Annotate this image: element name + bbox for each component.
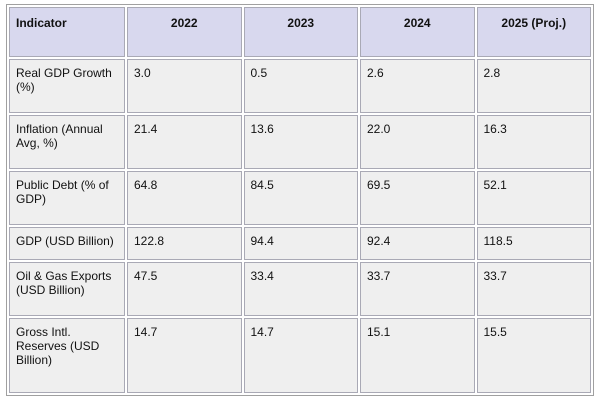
table-frame: Indicator 2022 2023 2024 2025 (Proj.) Real G… <box>6 4 594 396</box>
indicator-cell: Real GDP Growth (%) <box>9 59 125 113</box>
data-table: Indicator 2022 2023 2024 2025 (Proj.) Real G… <box>7 5 593 395</box>
value-cell: 15.1 <box>360 318 475 393</box>
value-cell: 14.7 <box>243 318 358 393</box>
value-cell: 3.0 <box>127 59 242 113</box>
value-cell: 15.5 <box>476 318 591 393</box>
header-cell: 2022 <box>127 7 242 57</box>
indicator-cell: Oil & Gas Exports (USD Billion) <box>9 262 125 316</box>
value-cell: 2.6 <box>360 59 475 113</box>
value-cell: 33.7 <box>360 262 475 316</box>
table-row: Inflation (Annual Avg, %) 21.4 13.6 22.0 16.… <box>9 115 591 169</box>
value-cell: 64.8 <box>127 171 242 225</box>
value-cell: 13.6 <box>243 115 358 169</box>
value-cell: 122.8 <box>127 227 242 260</box>
value-cell: 118.5 <box>476 227 591 260</box>
header-cell: 2025 (Proj.) <box>476 7 591 57</box>
indicator-cell: Gross Intl. Reserves (USD Billion) <box>9 318 125 393</box>
table-row: Oil & Gas Exports (USD Billion) 47.5 33.4 3… <box>9 262 591 316</box>
value-cell: 94.4 <box>243 227 358 260</box>
table-row: GDP (USD Billion) 122.8 94.4 92.4 118.5 <box>9 227 591 260</box>
value-cell: 0.5 <box>243 59 358 113</box>
value-cell: 84.5 <box>243 171 358 225</box>
value-cell: 14.7 <box>127 318 242 393</box>
header-cell: 2024 <box>360 7 475 57</box>
table-row: Gross Intl. Reserves (USD Billion) 14.7 14… <box>9 318 591 393</box>
value-cell: 2.8 <box>476 59 591 113</box>
header-cell: Indicator <box>9 7 125 57</box>
value-cell: 33.4 <box>243 262 358 316</box>
value-cell: 33.7 <box>476 262 591 316</box>
indicator-cell: GDP (USD Billion) <box>9 227 125 260</box>
table-row: Real GDP Growth (%) 3.0 0.5 2.6 2.8 <box>9 59 591 113</box>
header-row: Indicator 2022 2023 2024 2025 (Proj.) <box>9 7 591 57</box>
value-cell: 22.0 <box>360 115 475 169</box>
indicator-cell: Public Debt (% of GDP) <box>9 171 125 225</box>
value-cell: 92.4 <box>360 227 475 260</box>
value-cell: 47.5 <box>127 262 242 316</box>
value-cell: 16.3 <box>476 115 591 169</box>
value-cell: 52.1 <box>476 171 591 225</box>
header-cell: 2023 <box>243 7 358 57</box>
value-cell: 69.5 <box>360 171 475 225</box>
indicator-cell: Inflation (Annual Avg, %) <box>9 115 125 169</box>
value-cell: 21.4 <box>127 115 242 169</box>
table-row: Public Debt (% of GDP) 64.8 84.5 69.5 52.1 <box>9 171 591 225</box>
